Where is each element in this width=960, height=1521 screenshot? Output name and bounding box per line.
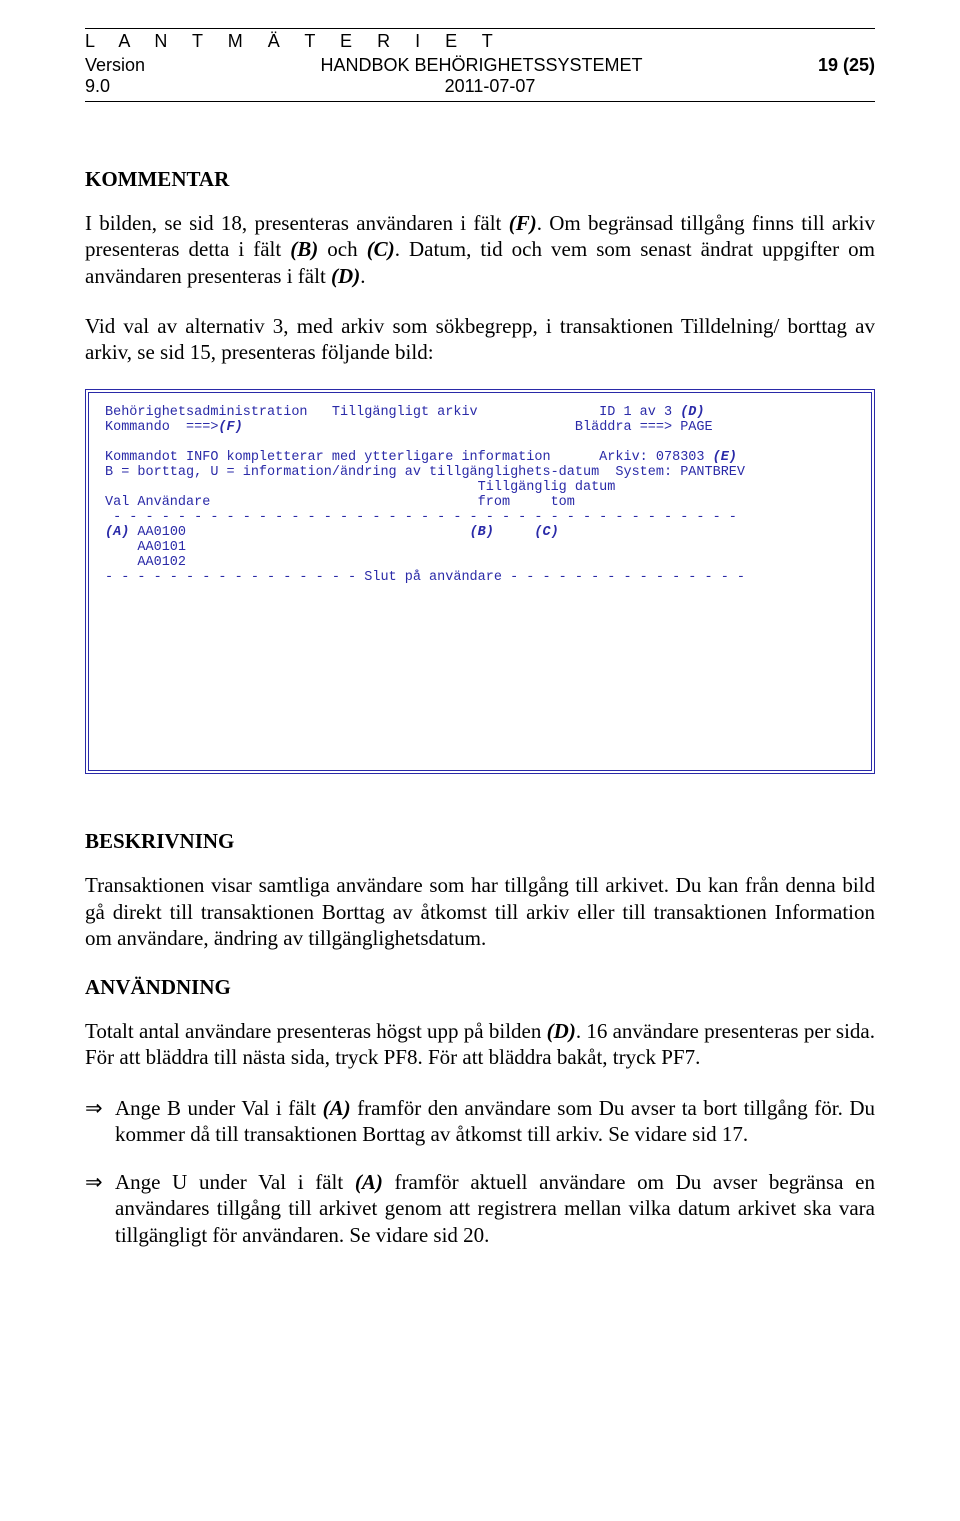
field-ref-D: (D) [331,264,360,288]
term-line: Tillgänglig datum [105,480,615,495]
term-line [494,525,535,540]
field-ref-D: (D) [547,1019,576,1043]
kommentar-p1: I bilden, se sid 18, presenteras använda… [85,210,875,289]
term-line: Kommando ===> [105,420,218,435]
term-line: Bläddra ===> PAGE [243,420,713,435]
doc-title: HANDBOK BEHÖRIGHETSSYSTEMET [145,55,818,76]
beskrivning-title: BESKRIVNING [85,829,875,854]
field-ref-F: (F) [218,420,242,435]
brand: L A N T M Ä T E R I E T [85,31,503,52]
list-text: Ange U under Val i fält (A) framför aktu… [115,1169,875,1248]
list-item: ⇒ Ange B under Val i fält (A) framför de… [85,1095,875,1148]
field-ref-D: (D) [680,405,704,420]
field-ref-A: (A) [323,1096,351,1120]
page-number: 19 (25) [818,55,875,76]
terminal-screen: Behörighetsadministration Tillgängligt a… [85,389,875,774]
list-item: ⇒ Ange U under Val i fält (A) framför ak… [85,1169,875,1248]
page-header: L A N T M Ä T E R I E T Version HANDBOK … [85,28,875,102]
field-ref-F: (F) [509,211,537,235]
field-ref-E: (E) [713,450,737,465]
field-ref-A: (A) [355,1170,383,1194]
anvandning-title: ANVÄNDNING [85,975,875,1000]
list-text: Ange B under Val i fält (A) framför den … [115,1095,875,1148]
term-line: AA0101 [105,540,186,555]
field-ref-B: (B) [470,525,494,540]
term-line: - - - - - - - - - - - - - - - - Slut på … [105,570,745,585]
term-line: Behörighetsadministration Tillgängligt a… [105,405,680,420]
term-line: Kommandot INFO kompletterar med ytterlig… [105,450,713,465]
text: . [360,264,365,288]
doc-date: 2011-07-07 [110,76,870,97]
text: Totalt antal användare presenteras högst… [85,1019,547,1043]
content: KOMMENTAR I bilden, se sid 18, presenter… [85,167,875,1248]
term-line: AA0102 [105,555,186,570]
kommentar-p2: Vid val av alternativ 3, med arkiv som s… [85,313,875,366]
term-line: - - - - - - - - - - - - - - - - - - - - … [105,510,737,525]
kommentar-title: KOMMENTAR [85,167,875,192]
field-ref-B: (B) [290,237,318,261]
term-line: Val Användare from tom [105,495,575,510]
text: Ange B under Val i fält [115,1096,323,1120]
field-ref-A: (A) [105,525,129,540]
header-spacer [870,76,875,97]
text: Ange U under Val i fält [115,1170,355,1194]
term-line: AA0100 [129,525,469,540]
text: I bilden, se sid 18, presenteras använda… [85,211,509,235]
text: och [318,237,366,261]
version-number: 9.0 [85,76,110,97]
beskrivning-p1: Transaktionen visar samtliga användare s… [85,872,875,951]
arrow-icon: ⇒ [85,1095,115,1148]
arrow-list: ⇒ Ange B under Val i fält (A) framför de… [85,1095,875,1248]
version-label: Version [85,55,145,76]
page: L A N T M Ä T E R I E T Version HANDBOK … [0,0,960,1310]
anvandning-p1: Totalt antal användare presenteras högst… [85,1018,875,1071]
term-line: B = borttag, U = information/ändring av … [105,465,745,480]
field-ref-C: (C) [534,525,558,540]
field-ref-C: (C) [367,237,395,261]
arrow-icon: ⇒ [85,1169,115,1248]
